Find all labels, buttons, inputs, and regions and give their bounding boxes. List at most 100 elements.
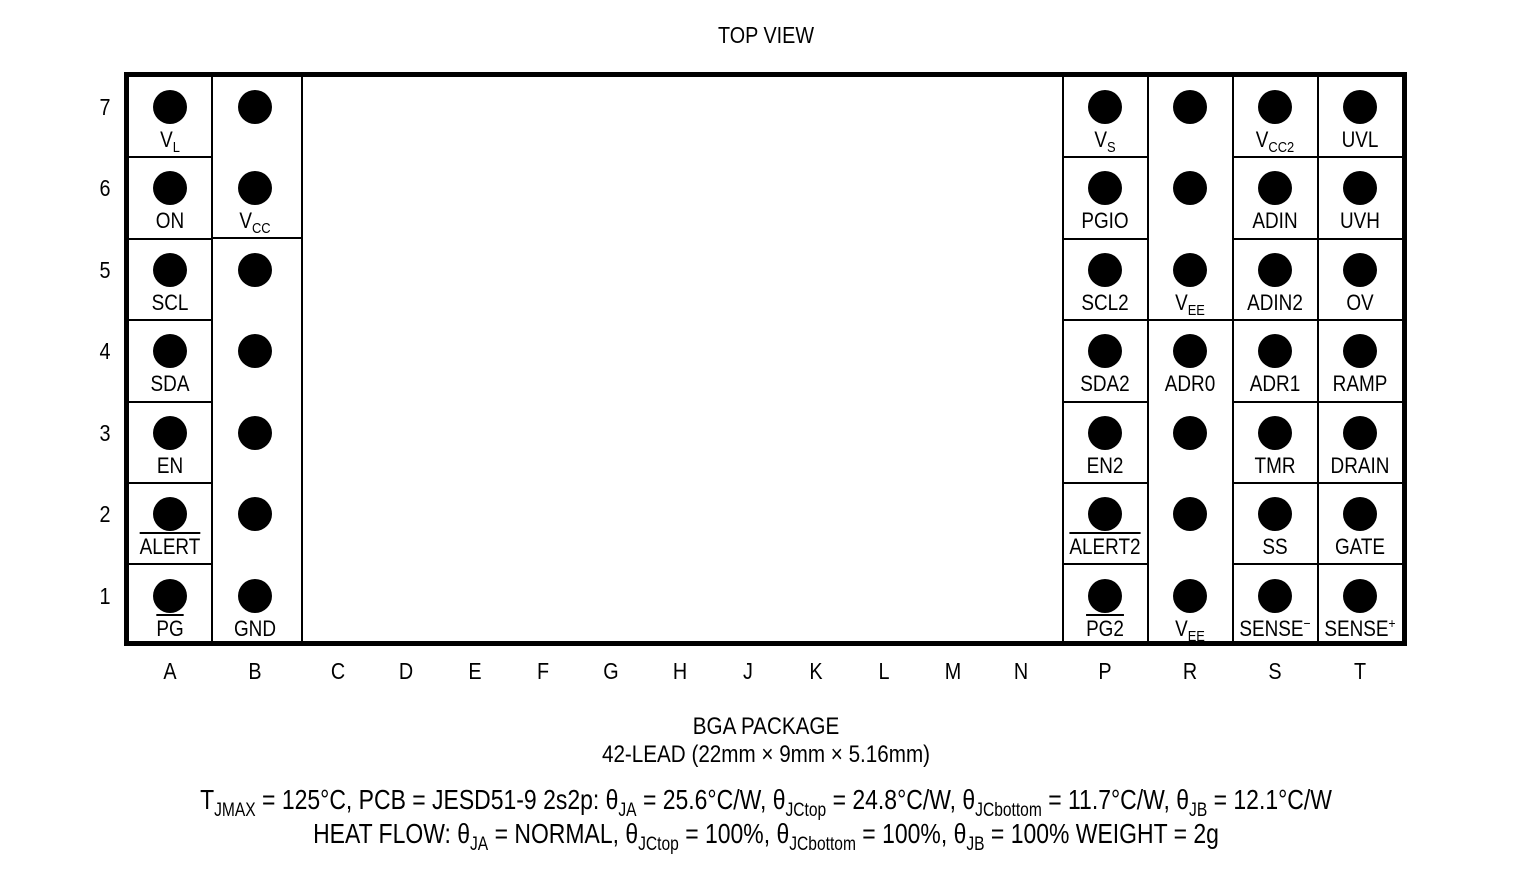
ball-P6: [1088, 171, 1122, 205]
grid-hline: [128, 563, 212, 565]
pin-label-S6: ADIN: [1252, 208, 1298, 233]
pin-label-S7: VCC2: [1255, 127, 1295, 156]
grid-hline: [1233, 563, 1403, 565]
ball-P2: [1088, 497, 1122, 531]
ball-S7: [1258, 90, 1292, 124]
pin-label-P7: VS: [1094, 127, 1116, 156]
ball-B6: [238, 171, 272, 205]
grid-vline: [1232, 77, 1234, 641]
pin-label-T5: OV: [1346, 290, 1374, 315]
grid-hline: [1233, 401, 1403, 403]
ball-T1: [1343, 579, 1377, 613]
ball-A7: [153, 90, 187, 124]
bga-package-outline: [124, 72, 1407, 646]
pin-label-T2: GATE: [1334, 534, 1386, 559]
pin-label-P6: PGIO: [1081, 208, 1129, 233]
column-label-R: R: [1182, 658, 1198, 684]
column-label-T: T: [1353, 658, 1367, 684]
row-label-3: 3: [99, 420, 111, 446]
grid-vline: [301, 77, 303, 641]
pin-label-S2: SS: [1262, 534, 1288, 559]
column-label-B: B: [248, 658, 262, 684]
ball-T5: [1343, 253, 1377, 287]
pin-label-B6: VCC: [239, 208, 271, 237]
ball-R6: [1173, 171, 1207, 205]
column-label-D: D: [398, 658, 414, 684]
pin-label-S3: TMR: [1254, 453, 1296, 478]
column-label-K: K: [809, 658, 823, 684]
pin-label-A2: ALERT: [139, 534, 201, 559]
ball-S4: [1258, 334, 1292, 368]
grid-hline: [1148, 319, 1233, 321]
heat-flow-line: HEAT FLOW: θJA = NORMAL, θJCtop = 100%, …: [313, 818, 1219, 855]
ball-B4: [238, 334, 272, 368]
ball-T2: [1343, 497, 1377, 531]
grid-hline: [1063, 563, 1148, 565]
ball-R7: [1173, 90, 1207, 124]
ball-A4: [153, 334, 187, 368]
ball-R4: [1173, 334, 1207, 368]
grid-hline: [1063, 238, 1148, 240]
ball-S5: [1258, 253, 1292, 287]
row-label-6: 6: [99, 175, 111, 201]
package-dimensions: 42-LEAD (22mm × 9mm × 5.16mm): [601, 741, 931, 768]
grid-hline: [128, 156, 212, 158]
grid-hline: [1233, 156, 1403, 158]
ball-R3: [1173, 416, 1207, 450]
row-label-7: 7: [99, 94, 111, 120]
row-label-5: 5: [99, 257, 111, 283]
ball-P7: [1088, 90, 1122, 124]
column-label-H: H: [672, 658, 688, 684]
column-label-M: M: [944, 658, 962, 684]
column-label-P: P: [1098, 658, 1112, 684]
ball-B2: [238, 497, 272, 531]
pin-label-R5: VEE: [1175, 290, 1205, 319]
ball-A2: [153, 497, 187, 531]
grid-vline: [211, 77, 213, 641]
pin-label-B1: GND: [233, 616, 277, 641]
ball-B5: [238, 253, 272, 287]
pin-label-S1: SENSE−: [1239, 615, 1311, 641]
ball-T6: [1343, 171, 1377, 205]
ball-A3: [153, 416, 187, 450]
ball-P4: [1088, 334, 1122, 368]
pin-label-R4: ADR0: [1164, 371, 1216, 396]
column-label-E: E: [468, 658, 482, 684]
pin-label-T4: RAMP: [1332, 371, 1388, 396]
pin-label-T3: DRAIN: [1330, 453, 1390, 478]
pin-label-P3: EN2: [1086, 453, 1124, 478]
pin-label-A7: VL: [160, 127, 180, 156]
grid-vline: [1147, 77, 1149, 641]
pin-label-A5: SCL: [151, 290, 189, 315]
grid-hline: [128, 238, 212, 240]
pin-label-A1: PG: [156, 616, 184, 641]
ball-S6: [1258, 171, 1292, 205]
pin-label-P1: PG2: [1086, 616, 1124, 641]
ball-P3: [1088, 416, 1122, 450]
ball-B1: [238, 579, 272, 613]
row-label-2: 2: [99, 501, 111, 527]
ball-A5: [153, 253, 187, 287]
ball-P1: [1088, 579, 1122, 613]
grid-hline: [1063, 156, 1148, 158]
ball-R2: [1173, 497, 1207, 531]
pin-label-T6: UVH: [1340, 208, 1380, 233]
row-label-1: 1: [99, 583, 111, 609]
column-label-L: L: [878, 658, 890, 684]
ball-B3: [238, 416, 272, 450]
grid-hline: [128, 319, 212, 321]
grid-hline: [1063, 401, 1148, 403]
grid-hline: [1233, 238, 1403, 240]
grid-hline: [128, 482, 212, 484]
grid-vline: [1062, 77, 1064, 641]
pin-label-A6: ON: [155, 208, 185, 233]
grid-hline: [212, 237, 302, 239]
column-label-A: A: [163, 658, 177, 684]
column-label-F: F: [536, 658, 550, 684]
pin-label-A4: SDA: [150, 371, 190, 396]
package-name: BGA PACKAGE: [692, 713, 840, 740]
ball-R5: [1173, 253, 1207, 287]
ball-B7: [238, 90, 272, 124]
pin-label-R1: VEE: [1175, 616, 1205, 645]
column-label-C: C: [330, 658, 346, 684]
